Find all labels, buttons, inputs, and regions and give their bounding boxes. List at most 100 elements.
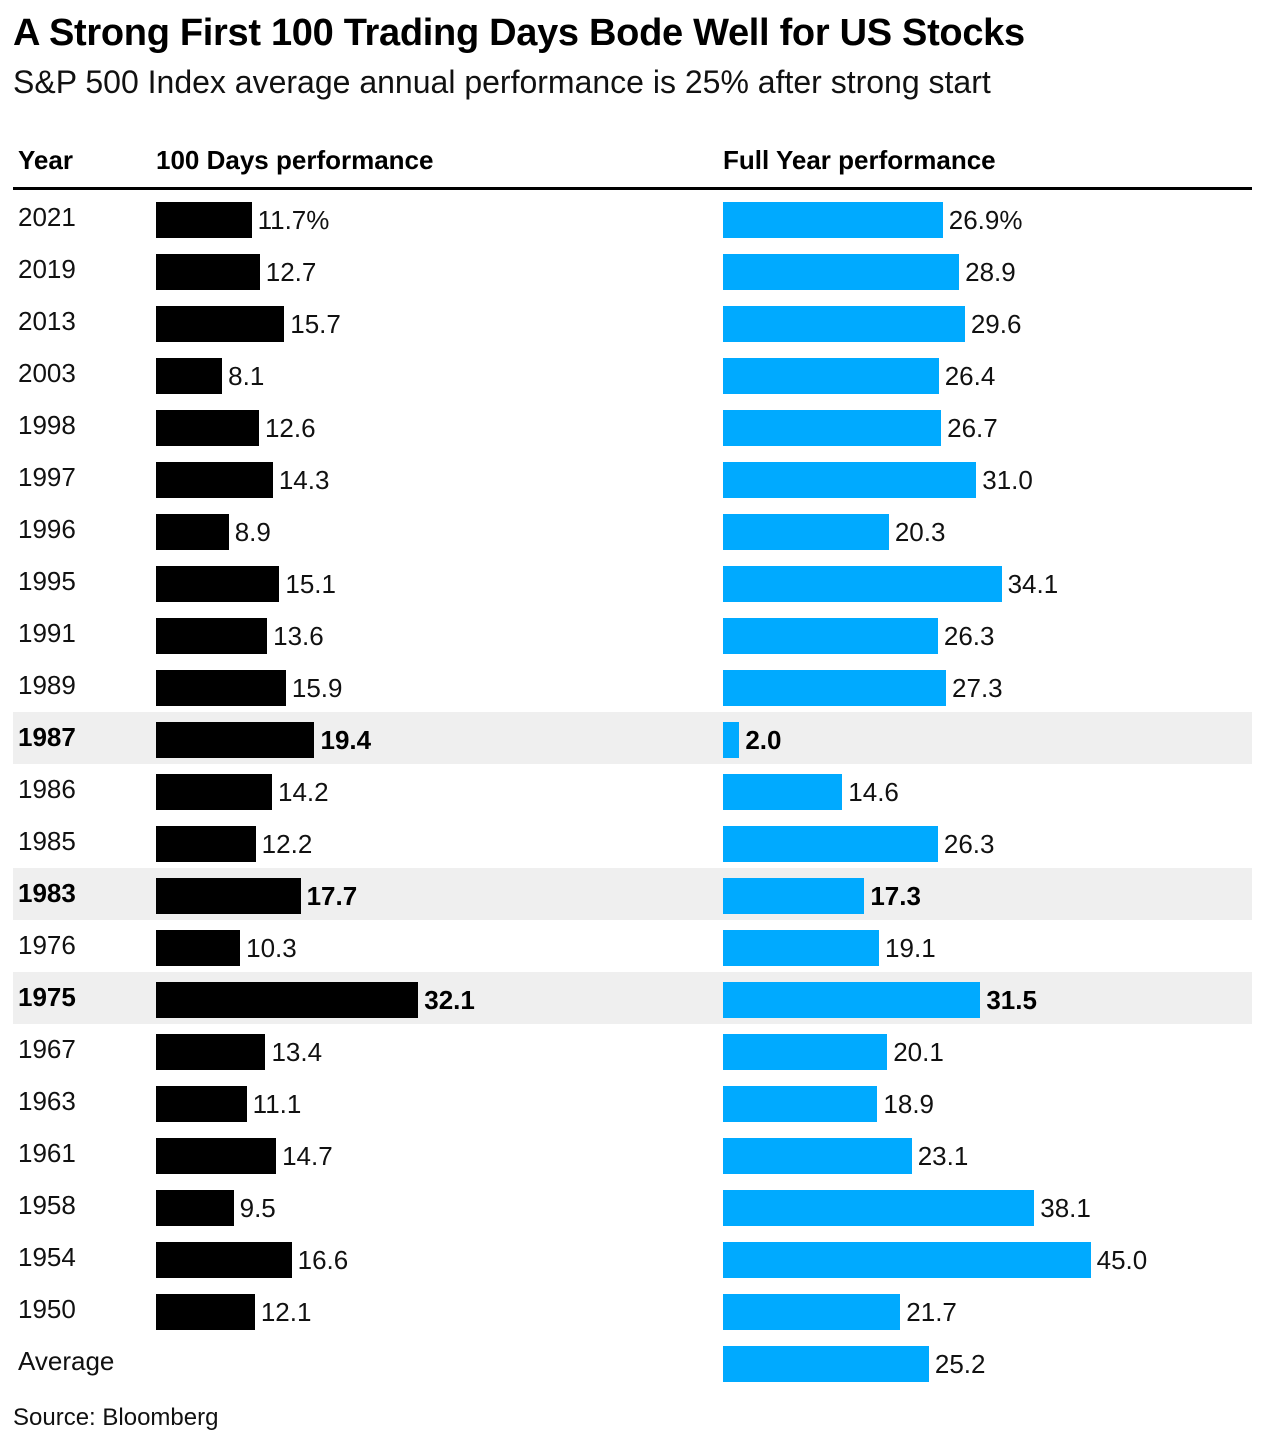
- full-year-bar: [723, 1346, 929, 1382]
- 100-days-value-label: 19.4: [320, 725, 372, 755]
- year-label: 1989: [18, 670, 76, 700]
- year-label: 1996: [18, 514, 76, 544]
- year-label: 1998: [18, 410, 76, 440]
- 100-days-bar: [156, 514, 229, 550]
- full-year-value-label: 34.1: [1007, 569, 1059, 599]
- year-label: 2003: [18, 358, 76, 388]
- year-label: 1986: [18, 774, 76, 804]
- 100-days-value-label: 10.3: [246, 933, 297, 963]
- full-year-value-label: 26.3: [943, 829, 995, 859]
- full-year-bar: [723, 1294, 901, 1330]
- year-label: 1976: [18, 930, 76, 960]
- 100-days-bar: [156, 1190, 234, 1226]
- 100-days-value-label: 11.7%: [257, 205, 330, 235]
- full-year-value-label: 38.1: [1040, 1193, 1091, 1223]
- source-note: Source: Bloomberg: [13, 1404, 219, 1431]
- 100-days-value-label: 32.1: [424, 985, 475, 1015]
- year-label: 1995: [18, 566, 76, 596]
- 100-days-value-label: 15.7: [290, 309, 341, 339]
- full-year-value-label: 2.0: [745, 725, 782, 755]
- full-year-bar: [723, 202, 943, 238]
- year-label: 1950: [18, 1294, 76, 1324]
- 100-days-bar: [156, 930, 241, 966]
- 100-days-value-label: 12.7: [265, 257, 317, 287]
- full-year-bar: [723, 878, 865, 914]
- full-year-bar: [723, 410, 942, 446]
- full-year-value-label: 26.3: [943, 621, 995, 651]
- 100-days-bar: [156, 618, 268, 654]
- year-label: 1991: [18, 618, 76, 648]
- full-year-bar: [723, 1190, 1035, 1226]
- 100-days-value-label: 12.2: [261, 829, 313, 859]
- full-year-bar: [723, 722, 740, 758]
- full-year-value-label: 26.4: [944, 361, 996, 391]
- header-divider: [13, 187, 1252, 190]
- 100-days-bar: [156, 774, 272, 810]
- year-label: 1967: [18, 1034, 76, 1064]
- year-label: 1987: [18, 722, 76, 752]
- year-label: 2019: [18, 254, 76, 284]
- full-year-value-label: 25.2: [934, 1349, 986, 1379]
- full-year-bar: [723, 254, 960, 290]
- 100-days-bar: [156, 566, 280, 602]
- full-year-bar: [723, 1138, 912, 1174]
- 100-days-bar: [156, 1138, 277, 1174]
- full-year-value-label: 26.7: [947, 413, 998, 443]
- year-column-header: Year: [18, 145, 73, 175]
- full-year-value-label: 28.9: [965, 257, 1016, 287]
- full-year-bar: [723, 566, 1002, 602]
- 100-days-value-label: 8.9: [234, 517, 271, 547]
- year-label: Average: [18, 1346, 115, 1376]
- year-label: 1961: [18, 1138, 76, 1168]
- year-label: 1985: [18, 826, 76, 856]
- 100-days-bar: [156, 1034, 266, 1070]
- full-year-column-header: Full Year performance: [723, 145, 996, 175]
- year-label: 1997: [18, 462, 76, 492]
- 100-days-value-label: 15.9: [291, 673, 343, 703]
- 100-days-value-label: 9.5: [239, 1193, 276, 1223]
- full-year-value-label: 18.9: [883, 1089, 935, 1119]
- full-year-value-label: 23.1: [917, 1141, 969, 1171]
- full-year-value-label: 45.0: [1096, 1245, 1148, 1275]
- 100-days-value-label: 14.3: [278, 465, 330, 495]
- 100-days-bar: [156, 826, 256, 862]
- 100-days-value-label: 16.6: [297, 1245, 349, 1275]
- full-year-value-label: 31.5: [986, 985, 1037, 1015]
- 100-days-value-label: 8.1: [228, 361, 265, 391]
- full-year-bar: [723, 1086, 878, 1122]
- 100-days-value-label: 12.1: [260, 1297, 312, 1327]
- year-label: 2021: [18, 202, 76, 232]
- chart-title: A Strong First 100 Trading Days Bode Wel…: [13, 12, 1025, 54]
- 100-days-value-label: 11.1: [252, 1089, 302, 1119]
- full-year-bar: [723, 774, 843, 810]
- full-year-bar: [723, 462, 977, 498]
- full-year-bar: [723, 358, 939, 394]
- 100-days-value-label: 12.6: [264, 413, 316, 443]
- chart-subtitle: S&P 500 Index average annual performance…: [13, 64, 991, 100]
- full-year-value-label: 14.6: [848, 777, 899, 807]
- year-label: 1975: [18, 982, 76, 1012]
- 100-days-bar: [156, 306, 285, 342]
- 100-days-bar: [156, 670, 286, 706]
- 100-days-value-label: 14.7: [282, 1141, 333, 1171]
- full-year-bar: [723, 618, 938, 654]
- 100-days-value-label: 13.6: [273, 621, 324, 651]
- 100-days-bar: [156, 410, 259, 446]
- full-year-bar: [723, 670, 947, 706]
- full-year-value-label: 29.6: [970, 309, 1022, 339]
- full-year-bar: [723, 1242, 1091, 1278]
- 100-days-bar: [156, 202, 252, 238]
- full-year-bar: [723, 306, 965, 342]
- full-year-value-label: 20.1: [893, 1037, 944, 1067]
- 100-days-column-header: 100 Days performance: [156, 145, 434, 175]
- full-year-bar: [723, 982, 981, 1018]
- 100-days-bar: [156, 1086, 247, 1122]
- 100-days-value-label: 13.4: [271, 1037, 323, 1067]
- 100-days-bar: [156, 982, 419, 1018]
- 100-days-bar: [156, 462, 273, 498]
- year-label: 2013: [18, 306, 76, 336]
- full-year-value-label: 20.3: [894, 517, 946, 547]
- full-year-value-label: 17.3: [870, 881, 921, 911]
- full-year-value-label: 26.9%: [948, 205, 1023, 235]
